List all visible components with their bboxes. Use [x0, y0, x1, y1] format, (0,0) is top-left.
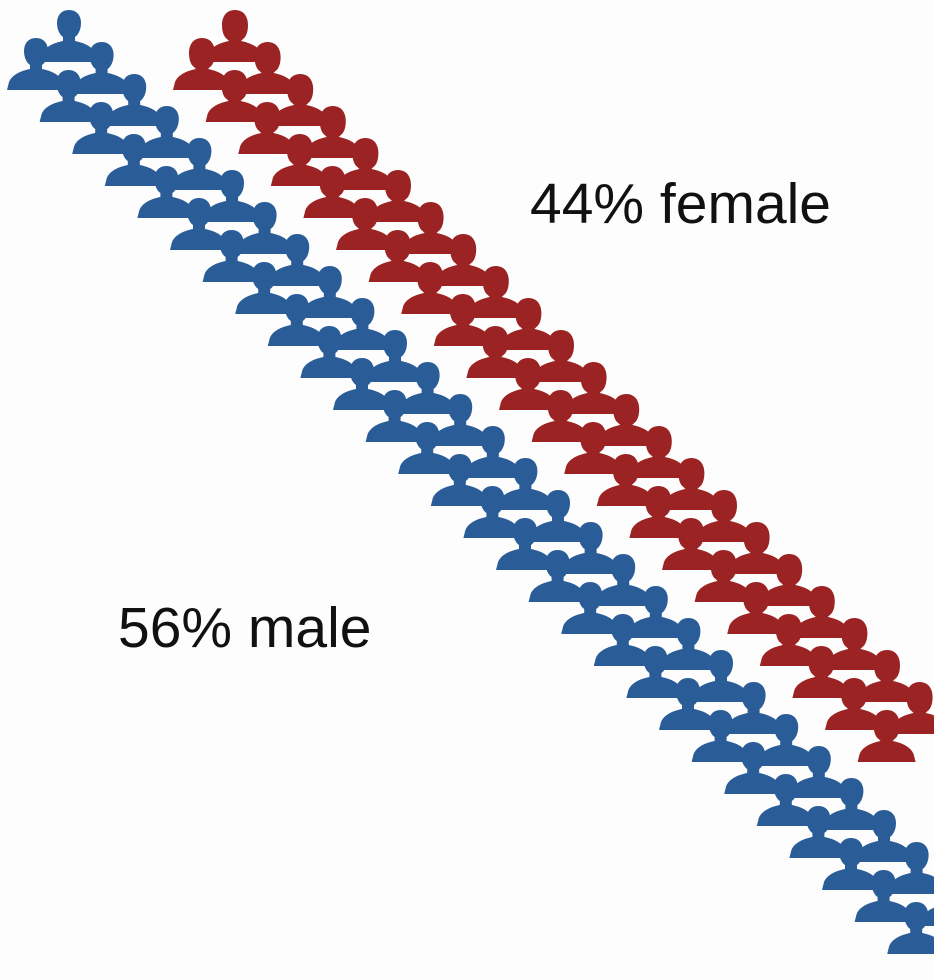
- female-percent-label: 44% female: [530, 172, 832, 236]
- male-percent-label: 56% male: [118, 596, 372, 660]
- male-person-icon: [40, 10, 98, 62]
